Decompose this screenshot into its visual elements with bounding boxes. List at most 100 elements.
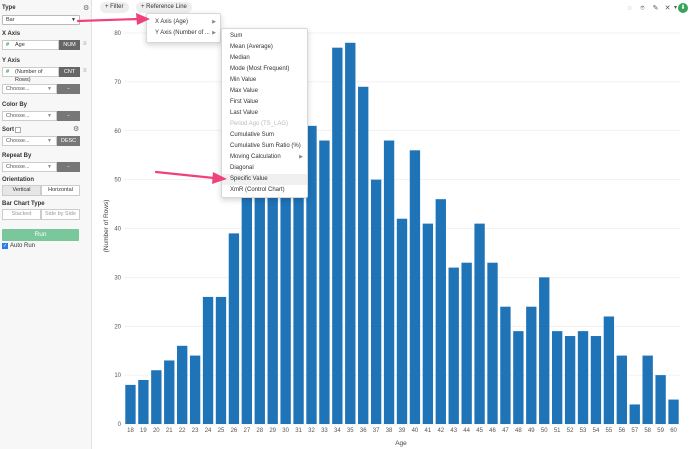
sort-select[interactable]: Choose... ▼	[2, 136, 57, 146]
menu-icon[interactable]: ≡	[83, 41, 87, 47]
close-icon[interactable]: ✕	[664, 5, 671, 12]
stacked-button[interactable]: Stacked	[2, 209, 41, 220]
y-axis-aggregation-button[interactable]: -	[57, 84, 80, 94]
filter-button[interactable]: + Filter	[100, 2, 129, 13]
x-axis-type-tag[interactable]: NUM	[59, 40, 80, 50]
menu-item-mean[interactable]: Mean (Average)	[222, 42, 307, 53]
y-axis-type-tag[interactable]: CNT	[59, 67, 80, 77]
bar-age-55[interactable]	[603, 316, 615, 424]
bar-age-32[interactable]	[306, 125, 317, 425]
x-tick-label: 21	[166, 428, 173, 434]
menu-item-x-axis[interactable]: X Axis (Age) ▶	[147, 17, 220, 28]
x-axis-field-label: Age	[15, 42, 25, 48]
menu-item-cumulative-ratio[interactable]: Cumulative Sum Ratio (%)	[222, 141, 307, 152]
bar-age-27[interactable]	[241, 194, 253, 424]
bar-age-51[interactable]	[551, 331, 563, 424]
export-icon[interactable]: ⬇	[678, 3, 688, 13]
bar-age-38[interactable]	[383, 140, 395, 424]
gear-icon[interactable]: ⚙	[83, 5, 90, 12]
menu-item-min[interactable]: Min Value	[222, 75, 307, 86]
x-tick-label: 30	[282, 428, 289, 434]
bar-age-29[interactable]	[267, 194, 278, 424]
bar-age-48[interactable]	[513, 331, 524, 424]
bar-age-19[interactable]	[138, 380, 149, 424]
repeat-by-aggregation-button[interactable]: -	[57, 162, 80, 172]
menu-item-diagonal[interactable]: Diagonal	[222, 163, 307, 174]
edit-icon[interactable]: ✎	[652, 5, 659, 12]
choose-placeholder: Choose...	[6, 138, 30, 144]
side-by-side-button[interactable]: Side by Side	[41, 209, 80, 220]
menu-item-sum[interactable]: Sum	[222, 31, 307, 42]
bar-age-34[interactable]	[332, 47, 343, 424]
bar-age-60[interactable]	[668, 399, 679, 424]
bar-age-52[interactable]	[564, 336, 576, 424]
auto-run-checkbox[interactable]: ✓	[2, 243, 8, 249]
menu-item-cumulative-sum[interactable]: Cumulative Sum	[222, 130, 307, 141]
menu-item-first[interactable]: First Value	[222, 97, 307, 108]
reference-line-button[interactable]: + Reference Line	[136, 2, 192, 13]
chevron-down-icon: ▼	[71, 17, 76, 23]
y-axis-title: Y Axis	[2, 58, 21, 64]
bar-age-35[interactable]	[345, 42, 356, 425]
bar-age-24[interactable]	[202, 296, 214, 424]
menu-icon[interactable]: ≡	[83, 68, 87, 74]
bar-age-22[interactable]	[177, 345, 188, 424]
y-tick-label: 40	[114, 227, 121, 233]
pin-icon[interactable]: ⌾	[640, 5, 645, 12]
x-axis-field[interactable]: # Age	[2, 40, 59, 50]
bar-age-42[interactable]	[435, 199, 446, 424]
bar-age-49[interactable]	[526, 306, 537, 424]
bar-age-57[interactable]	[629, 404, 640, 424]
y-axis-field[interactable]: # (Number of Rows)	[2, 67, 59, 83]
bar-age-50[interactable]	[539, 277, 550, 424]
bar-age-58[interactable]	[642, 355, 653, 424]
bar-age-33[interactable]	[319, 140, 330, 424]
menu-item-xmr[interactable]: XmR (Control Chart)	[222, 185, 307, 196]
menu-item-specific-value[interactable]: Specific Value	[222, 174, 307, 185]
orientation-vertical-button[interactable]: Vertical	[2, 185, 41, 196]
bar-age-41[interactable]	[422, 223, 434, 424]
bar-age-20[interactable]	[151, 370, 162, 424]
bar-age-26[interactable]	[228, 233, 240, 424]
bar-age-56[interactable]	[616, 355, 627, 424]
bar-age-25[interactable]	[215, 296, 227, 424]
bar-age-45[interactable]	[474, 223, 485, 424]
bar-age-31[interactable]	[293, 164, 304, 424]
sort-checkbox[interactable]	[15, 127, 21, 133]
bar-age-43[interactable]	[448, 267, 459, 424]
expand-icon[interactable]: ▾	[673, 5, 677, 11]
bar-age-53[interactable]	[577, 331, 589, 424]
bar-age-46[interactable]	[487, 262, 498, 424]
menu-item-moving-calculation[interactable]: Moving Calculation ▶	[222, 152, 307, 163]
color-by-aggregation-button[interactable]: -	[57, 111, 80, 121]
menu-item-mode[interactable]: Mode (Most Frequent)	[222, 64, 307, 75]
menu-item-max[interactable]: Max Value	[222, 86, 307, 97]
repeat-by-select[interactable]: Choose... ▼	[2, 162, 57, 172]
bar-age-59[interactable]	[655, 375, 666, 424]
menu-item-last[interactable]: Last Value	[222, 108, 307, 119]
bar-age-37[interactable]	[370, 179, 382, 424]
bar-age-44[interactable]	[461, 262, 472, 424]
menu-item-median[interactable]: Median	[222, 53, 307, 64]
y-axis-field-label: (Number of Rows)	[15, 69, 43, 83]
bar-age-54[interactable]	[590, 336, 602, 424]
menu-item-y-axis[interactable]: Y Axis (Number of ... ▶	[147, 28, 220, 39]
bar-age-47[interactable]	[500, 306, 511, 424]
bar-age-40[interactable]	[409, 150, 421, 425]
sort-order-button[interactable]: DESC	[57, 136, 80, 146]
chart-type-select[interactable]: Bar ▼	[2, 15, 80, 25]
bar-age-30[interactable]	[280, 189, 291, 424]
bar-age-23[interactable]	[189, 355, 201, 424]
y-axis-add-select[interactable]: Choose... ▼	[2, 84, 57, 94]
bar-chart-type-title: Bar Chart Type	[2, 201, 45, 207]
comment-icon[interactable]: ◌	[627, 5, 632, 12]
orientation-horizontal-button[interactable]: Horizontal	[41, 185, 80, 196]
run-button[interactable]: Run	[2, 229, 79, 241]
color-by-select[interactable]: Choose... ▼	[2, 111, 57, 121]
bar-age-21[interactable]	[164, 360, 175, 424]
bar-age-36[interactable]	[358, 86, 369, 424]
bar-age-39[interactable]	[396, 218, 408, 424]
bar-age-18[interactable]	[125, 384, 136, 424]
gear-icon[interactable]: ⚙	[73, 126, 80, 133]
bar-age-28[interactable]	[254, 155, 265, 424]
